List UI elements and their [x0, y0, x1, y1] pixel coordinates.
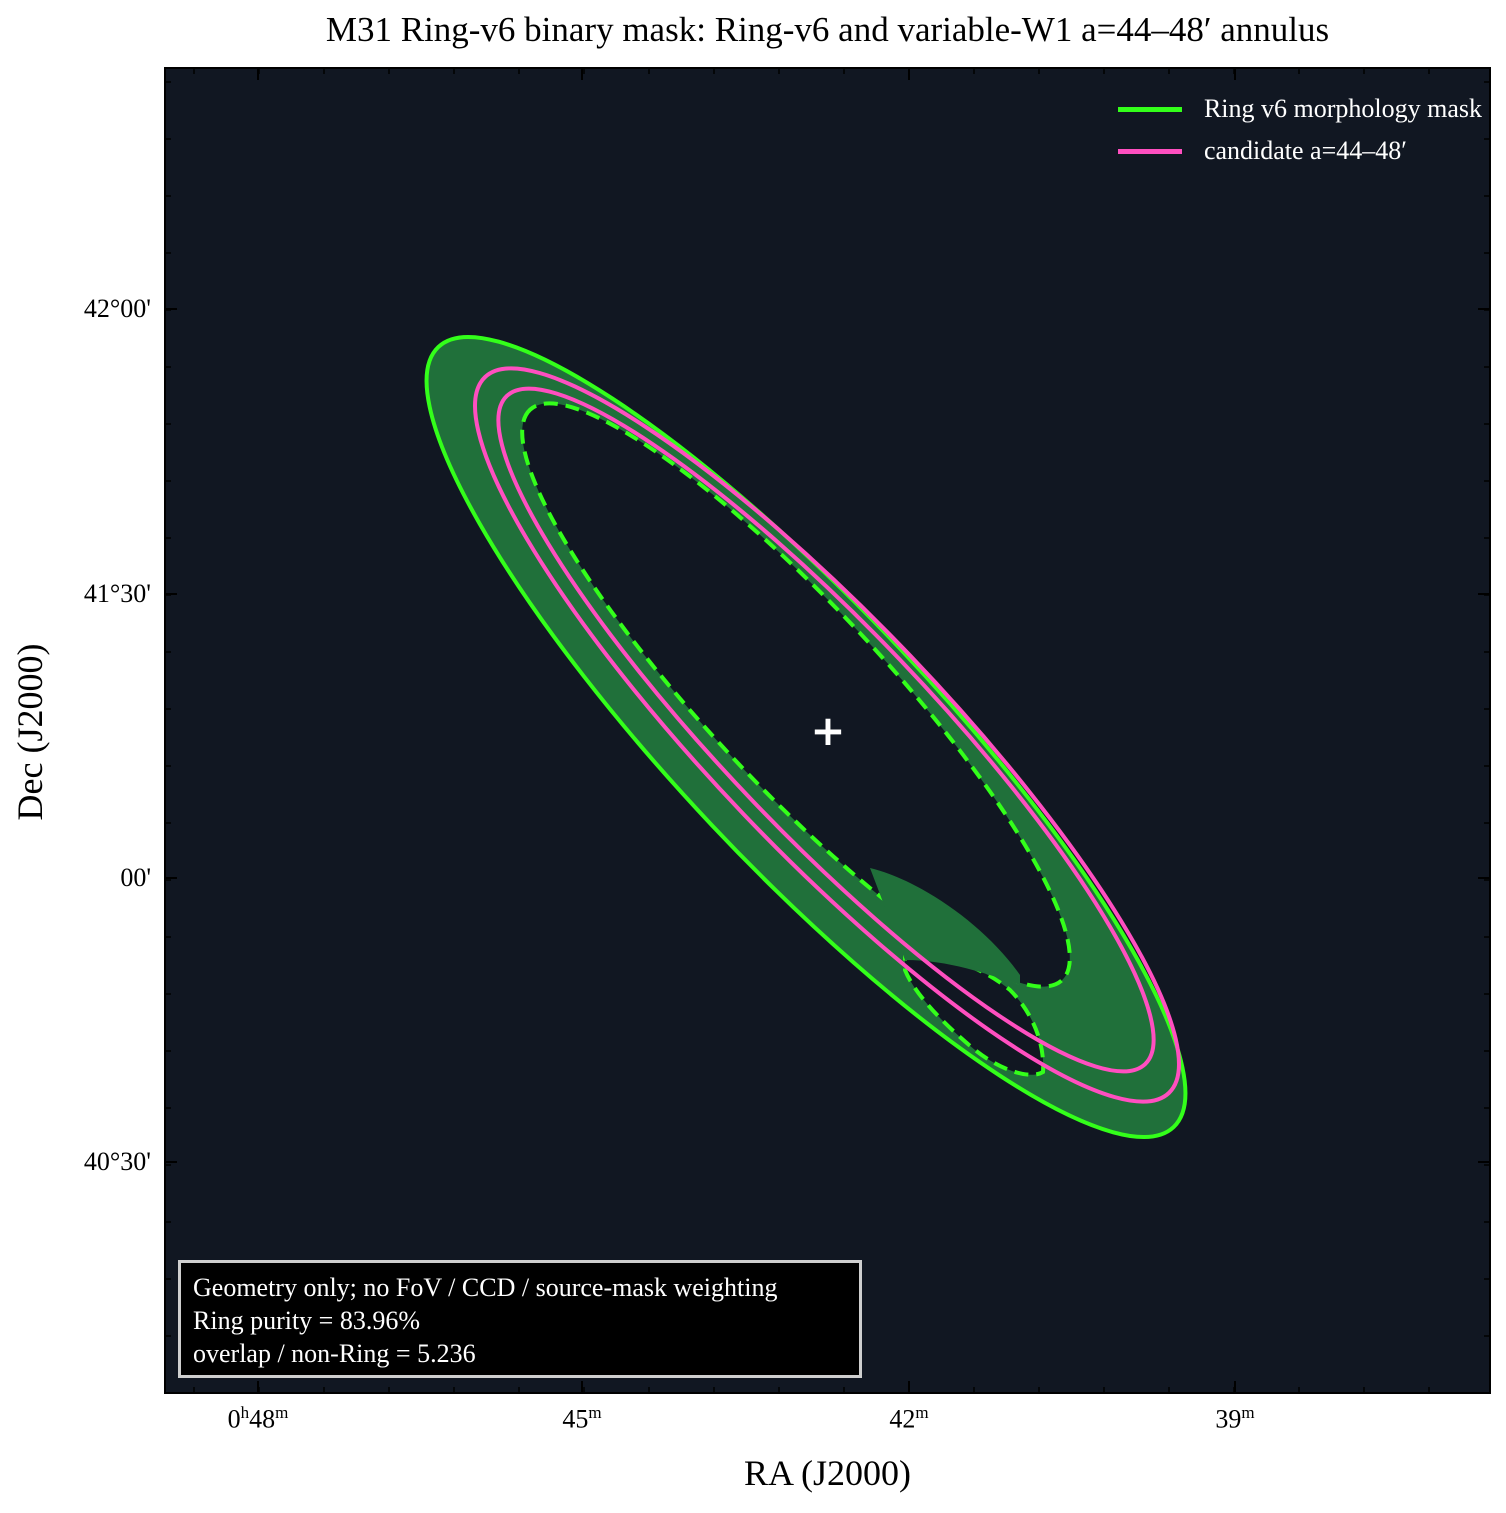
- candidate-ellipse-group-2: [473, 366, 1181, 1104]
- legend: Ring v6 morphology mask candidate a=44–4…: [1117, 88, 1482, 172]
- ring-mask-wedge: [870, 868, 1020, 985]
- annotation-box: Geometry only; no FoV / CCD / source-mas…: [178, 1260, 862, 1378]
- annotation-line-1: Geometry only; no FoV / CCD / source-mas…: [193, 1273, 778, 1302]
- x-tick-label-4: 39m: [1215, 1403, 1255, 1434]
- candidate-annulus-inner: [496, 386, 1156, 1074]
- y-tick-label-1: 42°00': [83, 294, 151, 323]
- y-tick-label-2: 41°30': [83, 579, 151, 608]
- legend-label-candidate: candidate a=44–48′: [1203, 136, 1407, 165]
- y-tick-label-3: 00': [120, 863, 151, 892]
- y-tick-label-4: 40°30': [83, 1147, 151, 1176]
- center-marker: +: [810, 706, 845, 755]
- x-axis-label: RA (J2000): [743, 1453, 911, 1493]
- ring-inner-hole-group: [520, 401, 1072, 989]
- x-tick-label-3: 42m: [889, 1403, 929, 1434]
- candidate-annulus-outer: [473, 366, 1181, 1104]
- annotation-line-2: Ring purity = 83.96%: [193, 1306, 420, 1335]
- legend-label-ring-mask: Ring v6 morphology mask: [1203, 94, 1482, 123]
- candidate-ellipse-group-1: [496, 386, 1156, 1074]
- ring-mask-inner-boundary: [520, 401, 1072, 989]
- x-tick-label-1: 0h48m: [227, 1403, 289, 1434]
- annotation-line-3: overlap / non-Ring = 5.236: [193, 1339, 476, 1368]
- legend-item-ring-mask: Ring v6 morphology mask: [1117, 88, 1482, 130]
- legend-swatch-ring-mask: [1117, 106, 1182, 112]
- chart-title: M31 Ring-v6 binary mask: Ring-v6 and var…: [325, 10, 1330, 49]
- mask-layer: +: [424, 335, 1188, 1139]
- plot-frame: [164, 67, 1491, 1394]
- y-axis-label: Dec (J2000): [10, 643, 50, 821]
- x-tick-label-2: 45m: [562, 1403, 602, 1434]
- legend-swatch-candidate: [1117, 148, 1182, 154]
- legend-item-candidate: candidate a=44–48′: [1117, 130, 1482, 172]
